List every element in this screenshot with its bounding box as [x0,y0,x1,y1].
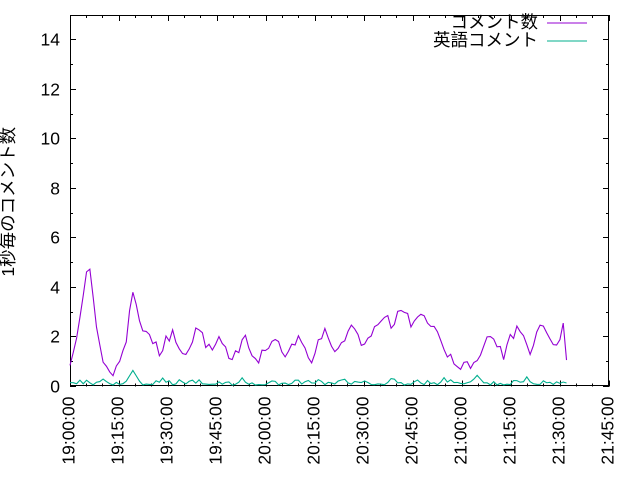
svg-text:12: 12 [41,80,60,100]
svg-text:19:30:00: 19:30:00 [157,396,177,464]
svg-text:4: 4 [50,278,60,298]
svg-text:21:00:00: 21:00:00 [451,396,471,464]
svg-text:0: 0 [50,377,60,397]
svg-text:19:15:00: 19:15:00 [108,396,128,464]
svg-text:20:45:00: 20:45:00 [402,396,422,464]
svg-text:21:15:00: 21:15:00 [500,396,520,464]
svg-text:19:00:00: 19:00:00 [59,396,79,464]
svg-text:19:45:00: 19:45:00 [206,396,226,464]
svg-text:コメント数: コメント数 [451,12,539,32]
svg-text:20:15:00: 20:15:00 [304,396,324,464]
svg-text:2: 2 [50,327,60,347]
svg-text:8: 8 [50,179,60,199]
svg-text:20:30:00: 20:30:00 [353,396,373,464]
svg-text:6: 6 [50,228,60,248]
svg-text:14: 14 [41,30,61,50]
svg-text:英語コメント: 英語コメント [433,30,538,50]
svg-text:21:30:00: 21:30:00 [549,396,569,464]
svg-text:20:00:00: 20:00:00 [255,396,275,464]
svg-text:1秒毎のコメント数: 1秒毎のコメント数 [0,127,18,277]
svg-text:10: 10 [41,129,61,149]
svg-text:21:45:00: 21:45:00 [598,396,618,464]
